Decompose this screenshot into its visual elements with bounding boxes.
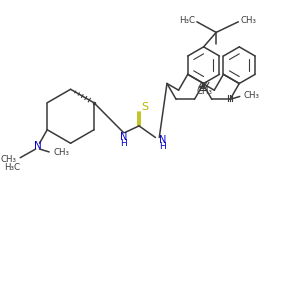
Text: CH₃: CH₃ <box>240 16 256 25</box>
Text: H₃C: H₃C <box>179 16 195 25</box>
Text: CH₃: CH₃ <box>0 155 16 164</box>
Text: H: H <box>159 142 166 151</box>
Text: CH₃: CH₃ <box>244 91 260 100</box>
Text: CH₃: CH₃ <box>196 87 213 96</box>
Text: S: S <box>141 102 148 112</box>
Text: N: N <box>120 133 127 142</box>
Text: H₃C: H₃C <box>4 163 20 172</box>
Text: N: N <box>159 135 167 146</box>
Text: H: H <box>120 139 127 148</box>
Text: N: N <box>34 141 41 151</box>
Text: CH₃: CH₃ <box>54 148 70 158</box>
